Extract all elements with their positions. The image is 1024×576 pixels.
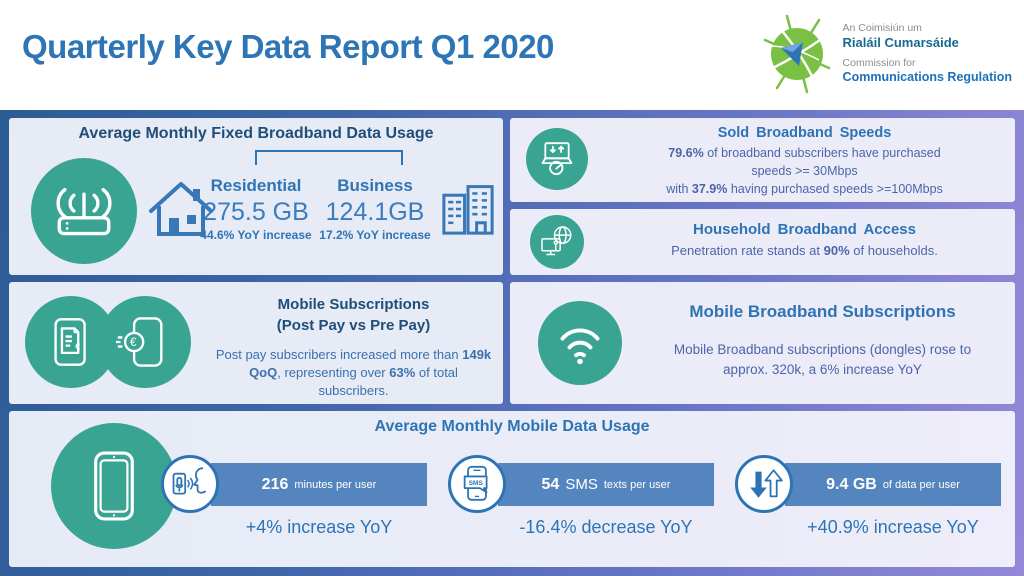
sms-value: 54: [541, 475, 560, 493]
sold-speeds-line3-pre: with: [666, 182, 692, 197]
panel-sold-speeds: Sold Broadband Speeds 79.6% of broadband…: [510, 118, 1015, 202]
comreg-logo: An Coimisiún um Rialáil Cumarsáide Commi…: [757, 12, 1012, 96]
residential-change: 44.6% YoY increase: [200, 228, 312, 242]
sold-speeds-body: 79.6% of broadband subscribers have purc…: [602, 144, 1007, 198]
mbb-body-line2: approx. 320k, a 6% increase YoY: [723, 361, 922, 377]
mobile-subscriptions-text: Mobile Subscriptions (Post Pay vs Pre Pa…: [214, 294, 493, 401]
mobile-data-title: Average Monthly Mobile Data Usage: [374, 418, 650, 435]
mobile-data-metrics: 216 minutes per user +4% increase YoY: [161, 445, 1001, 557]
household-access-title: Household Broadband Access: [693, 221, 916, 238]
voice-call-icon: [161, 455, 219, 513]
msubs-stat2: 63%: [389, 365, 416, 381]
logo-english-small: Commission for: [842, 57, 916, 70]
speed-test-laptop-icon: [526, 128, 588, 190]
comreg-globe-icon: [757, 12, 837, 96]
metric-sms: SMS 54 SMS texts per user -16.4% decreas…: [448, 445, 714, 557]
sold-speeds-line3: with 37.9% having purchased speeds >=100…: [602, 180, 1007, 198]
msubs-body-mid: , representing over: [277, 365, 390, 381]
residential-stat: Residential 275.5 GB 44.6% YoY increase: [195, 176, 317, 242]
data-unit: of data per user: [882, 478, 960, 491]
panel-mobile-data: Average Monthly Mobile Data Usage: [9, 411, 1015, 567]
prepay-phone-icon: €: [99, 296, 191, 388]
sold-speeds-line1-rest: of broadband subscribers have purchased: [703, 146, 941, 160]
segment-bracket: [255, 150, 403, 165]
house-icon: [145, 170, 217, 248]
sold-speeds-stat1: 79.6%: [668, 146, 704, 160]
building-icon: [437, 176, 499, 242]
household-access-body: Penetration rate stands at 90% of househ…: [602, 243, 1007, 258]
voice-unit: minutes per user: [294, 478, 377, 491]
sold-speeds-line1: 79.6% of broadband subscribers have purc…: [602, 144, 1007, 162]
voice-change: +4% increase YoY: [245, 517, 393, 537]
smartphone-icon: [51, 423, 177, 549]
mbb-body-line1: Mobile Broadband subscriptions (dongles)…: [673, 342, 972, 357]
fixed-broadband-title: Average Monthly Fixed Broadband Data Usa…: [78, 125, 434, 142]
business-stat: Business 124.1GB 17.2% YoY increase: [319, 176, 431, 242]
data-value: 9.4 GB: [826, 475, 877, 493]
svg-text:€: €: [130, 336, 137, 349]
business-change: 17.2% YoY increase: [319, 228, 431, 242]
business-value: 124.1GB: [325, 198, 425, 226]
sms-unit: texts per user: [603, 478, 671, 491]
panel-mobile-subscriptions: € € Mobile Subscriptions (Post Pay vs Pr…: [9, 282, 503, 404]
mobile-broadband-title: Mobile Broadband Subscriptions: [689, 302, 956, 321]
header: Quarterly Key Data Report Q1 2020: [0, 0, 1024, 110]
sold-speeds-text: Sold Broadband Speeds 79.6% of broadband…: [602, 125, 1007, 198]
voice-bar: 216 minutes per user: [211, 463, 427, 506]
sold-speeds-line2: speeds >= 30Mbps: [751, 164, 858, 179]
globe-monitor-icon: [530, 215, 584, 269]
sold-speeds-stat2: 37.9%: [691, 182, 728, 197]
mobile-subscriptions-title-line1: Mobile Subscriptions: [277, 296, 430, 313]
svg-text:€: €: [75, 341, 80, 351]
sold-speeds-title: Sold Broadband Speeds: [717, 125, 892, 141]
data-change: +40.9% increase YoY: [807, 517, 979, 537]
sms-bar: 54 SMS texts per user: [498, 463, 714, 506]
panel-household-access: Household Broadband Access Penetration r…: [510, 209, 1015, 275]
sold-speeds-line3-rest: having purchased speeds >=100Mbps: [727, 182, 943, 197]
panel-fixed-broadband: Average Monthly Fixed Broadband Data Usa…: [9, 118, 503, 275]
metric-voice: 216 minutes per user +4% increase YoY: [161, 445, 427, 557]
sms-mid: SMS: [565, 476, 598, 493]
mobile-broadband-body: Mobile Broadband subscriptions (dongles)…: [640, 340, 1005, 379]
wifi-icon: [538, 301, 622, 385]
household-access-text: Household Broadband Access Penetration r…: [602, 221, 1007, 258]
data-arrows-icon: [735, 455, 793, 513]
logo-irish-small: An Coimisiún um: [842, 21, 922, 34]
msubs-body-post: of total subscribers.: [318, 365, 458, 399]
residential-value: 275.5 GB: [203, 198, 309, 226]
msubs-stat1: 149k QoQ: [249, 347, 492, 381]
sms-change: -16.4% decrease YoY: [519, 517, 693, 537]
msubs-body-pre: Post pay subscribers increased more than: [215, 347, 463, 362]
mobile-subscriptions-body: Post pay subscribers increased more than…: [214, 346, 493, 401]
voice-value: 216: [261, 475, 289, 493]
router-icon: [31, 158, 137, 264]
panel-mobile-broadband: Mobile Broadband Subscriptions Mobile Br…: [510, 282, 1015, 404]
household-body-pre: Penetration rate stands at: [671, 243, 824, 258]
svg-text:SMS: SMS: [469, 480, 484, 487]
business-label: Business: [337, 176, 413, 195]
mobile-subscriptions-title: Mobile Subscriptions (Post Pay vs Pre Pa…: [214, 294, 493, 336]
household-body-post: of households.: [849, 243, 938, 258]
data-bar: 9.4 GB of data per user: [785, 463, 1001, 506]
logo-english-bold: Communications Regulation: [842, 70, 1012, 85]
logo-text: An Coimisiún um Rialáil Cumarsáide Commi…: [843, 22, 1012, 86]
sms-icon: SMS: [448, 455, 506, 513]
panel-board: Average Monthly Fixed Broadband Data Usa…: [0, 110, 1024, 576]
logo-irish-bold: Rialáil Cumarsáide: [842, 35, 959, 51]
page-title: Quarterly Key Data Report Q1 2020: [22, 28, 554, 65]
residential-label: Residential: [210, 176, 302, 195]
mobile-subscriptions-title-line2: (Post Pay vs Pre Pay): [276, 317, 431, 334]
metric-data: 9.4 GB of data per user +40.9% increase …: [735, 445, 1001, 557]
household-stat: 90%: [823, 243, 850, 258]
